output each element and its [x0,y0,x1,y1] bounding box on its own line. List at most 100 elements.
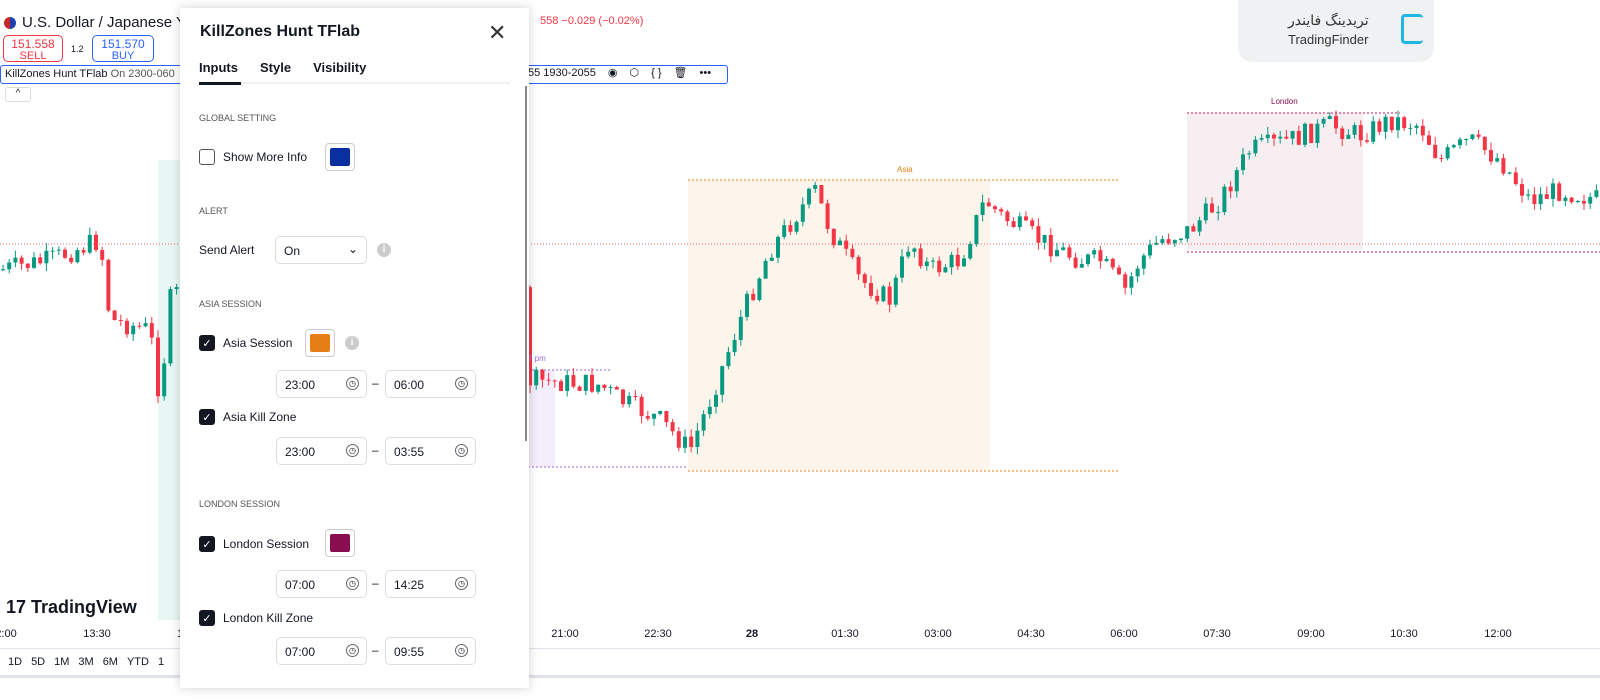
range-3m[interactable]: 3M [78,656,94,668]
collapse-button[interactable]: ^ [5,87,31,102]
asia-kz-start-input[interactable]: 23:00 ◷ [276,437,367,465]
candle-body [87,234,92,253]
asia-kill-zone-checkbox[interactable]: ✓ [199,409,215,425]
candle-body [1073,257,1078,268]
show-more-info-checkbox[interactable] [199,149,215,165]
candle-body [782,225,787,237]
candle-body [1594,190,1599,197]
candle-body [776,236,780,258]
london-kz-start-input[interactable]: 07:00 ◷ [276,637,367,665]
london-label: London [1271,97,1298,106]
chevron-down-icon: ⌄ [347,242,358,256]
candle-body [19,257,24,264]
dialog-title: KillZones Hunt TFlab [200,23,360,40]
settings-icon[interactable]: ⬡ [629,67,640,79]
sell-button[interactable]: 151.558 SELL [3,35,63,62]
candle-body [1408,127,1413,129]
asia-start-input[interactable]: 23:00 ◷ [276,370,367,398]
candle-body [534,369,539,386]
candle-body [738,316,743,340]
range-1d[interactable]: 1D [8,656,23,668]
candle-body [137,325,142,327]
time-value: 07:00 [285,645,316,659]
tv-logo-text: TradingView [31,597,137,617]
info-color-swatch[interactable] [325,143,355,171]
range-selector: 1D 5D 1M 3M 6M YTD 1 [8,656,164,668]
tab-visibility[interactable]: Visibility [313,60,367,75]
brand-persian: تریدینگ فایندر [1288,12,1369,28]
close-icon[interactable]: ✕ [488,20,507,45]
candle-body [769,257,774,261]
london-kill-zone-label: London Kill Zone [223,611,314,625]
candle-body [980,202,985,216]
candle-body [1296,130,1301,145]
candle-body [652,413,656,419]
range-1m[interactable]: 1M [54,656,70,668]
range-6m[interactable]: 6M [102,656,118,668]
candle-body [106,259,111,311]
asia-color-swatch[interactable] [305,329,335,357]
candle-body [1383,116,1388,132]
ny-session-box [528,370,555,467]
candle-body [1551,183,1555,199]
candle-body [174,287,179,290]
info-icon[interactable]: i [345,336,359,350]
tab-inputs[interactable]: Inputs [199,60,238,75]
candle-body [1172,240,1177,244]
section-alert: ALERT [199,206,228,216]
indicator-name: KillZones Hunt TFlab [5,68,108,80]
buy-button[interactable]: 151.570 BUY [92,35,154,62]
candle-body [869,283,873,296]
candle-body [1259,138,1264,140]
candle-body [955,254,960,267]
candle-body [131,325,136,335]
london-color-swatch[interactable] [325,529,355,557]
more-icon[interactable]: ••• [699,66,712,79]
info-icon[interactable]: i [377,243,391,257]
asia-kz-end-input[interactable]: 03:55 ◷ [385,437,476,465]
candle-body [1222,186,1227,213]
candle-body [794,221,799,232]
candle-body [993,206,997,210]
london-end-input[interactable]: 14:25 ◷ [385,570,476,598]
candle-body [707,406,712,415]
candle-body [819,185,824,204]
trash-icon[interactable]: 🗑 [673,67,688,79]
range-dash: – [372,576,379,590]
asia-session-checkbox[interactable]: ✓ [199,335,215,351]
candle-body [745,293,749,317]
london-kill-zone-checkbox[interactable]: ✓ [199,610,215,626]
range-ytd[interactable]: YTD [126,656,149,668]
candle-body [1309,123,1314,144]
symbol-header[interactable]: U.S. Dollar / Japanese Y [4,14,186,31]
x-tick: 22:30 [644,628,672,640]
tab-style[interactable]: Style [260,60,292,75]
london-session-box [1187,113,1363,250]
candle-body [1420,125,1425,136]
london-session-checkbox[interactable]: ✓ [199,536,215,552]
x-tick: 10:30 [1390,628,1418,640]
source-code-icon[interactable]: { } [651,66,662,79]
indicator-settings-dialog: KillZones Hunt TFlab ✕ Inputs Style Visi… [180,8,529,688]
candle-body [1086,254,1090,264]
candle-body [1228,186,1233,192]
price-chart[interactable] [0,0,1600,625]
eye-icon[interactable]: ◉ [607,67,618,79]
range-1y[interactable]: 1 [157,656,165,668]
candle-body [1092,250,1097,255]
candle-body [887,286,892,305]
range-5d[interactable]: 5D [31,656,46,668]
london-start-input[interactable]: 07:00 ◷ [276,570,367,598]
london-kz-end-input[interactable]: 09:55 ◷ [385,637,476,665]
candle-body [1538,194,1543,205]
candle-body [1588,196,1593,204]
scrollbar[interactable] [525,86,527,441]
send-alert-select[interactable]: On ⌄ [275,236,367,264]
tab-divider [199,82,510,84]
candle-body [689,436,694,447]
session-box-left [158,160,180,620]
asia-end-input[interactable]: 06:00 ◷ [385,370,476,398]
legend-actions: 55 1930-2055 ◉ ⬡ { } 🗑 ••• [528,66,712,80]
candle-body [1234,170,1239,192]
candle-body [701,414,706,431]
